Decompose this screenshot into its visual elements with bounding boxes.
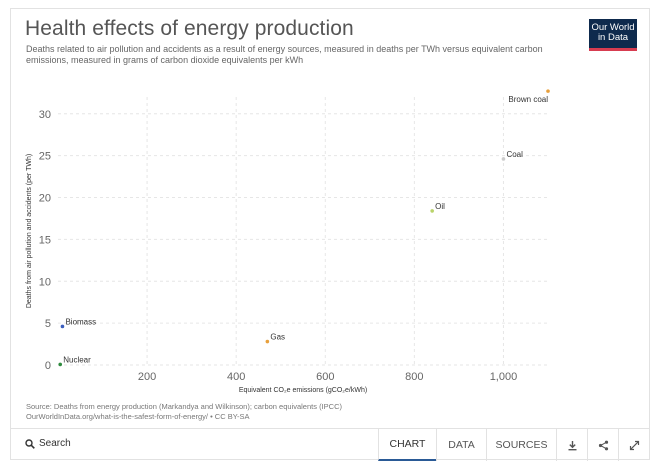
data-point-label: Biomass bbox=[65, 317, 96, 326]
chart-footer: Search CHART DATA SOURCES bbox=[11, 428, 649, 461]
data-point-label: Oil bbox=[435, 202, 445, 211]
y-tick-label: 10 bbox=[39, 276, 51, 288]
x-tick-label: 400 bbox=[227, 371, 245, 383]
source-note: Source: Deaths from energy production (M… bbox=[26, 402, 486, 422]
tab-sources[interactable]: SOURCES bbox=[486, 429, 556, 461]
data-point-label: Nuclear bbox=[63, 355, 91, 364]
x-tick-label: 800 bbox=[405, 371, 423, 383]
expand-icon bbox=[629, 440, 639, 450]
download-icon bbox=[568, 440, 576, 450]
search-button[interactable]: Search bbox=[25, 438, 71, 449]
download-button[interactable] bbox=[556, 429, 587, 461]
data-point bbox=[265, 339, 270, 344]
tab-chart[interactable]: CHART bbox=[378, 429, 436, 461]
data-point bbox=[60, 324, 65, 329]
y-tick-label: 5 bbox=[45, 318, 51, 330]
x-tick-label: 200 bbox=[138, 371, 156, 383]
data-point bbox=[501, 157, 506, 161]
data-point bbox=[430, 209, 434, 213]
search-icon bbox=[25, 438, 35, 449]
tab-data[interactable]: DATA bbox=[436, 429, 486, 461]
logo-line-1: Our World bbox=[591, 22, 635, 33]
footer-tabs: CHART DATA SOURCES bbox=[378, 429, 649, 461]
x-tick-label: 600 bbox=[316, 371, 334, 383]
search-label: Search bbox=[39, 438, 71, 449]
x-tick-label: 1,000 bbox=[490, 371, 518, 383]
data-point-label: Gas bbox=[270, 333, 285, 342]
y-axis-label: Deaths from air pollution and accidents … bbox=[26, 154, 33, 308]
chart-subtitle: Deaths related to air pollution and acci… bbox=[26, 44, 543, 65]
y-tick-label: 25 bbox=[39, 151, 51, 163]
data-point-label: Brown coal bbox=[508, 95, 548, 104]
y-tick-label: 0 bbox=[45, 360, 51, 372]
logo-line-2: in Data bbox=[597, 32, 629, 43]
share-icon bbox=[598, 440, 608, 450]
data-point-label: Coal bbox=[506, 150, 523, 159]
data-point bbox=[58, 362, 63, 367]
share-button[interactable] bbox=[587, 429, 618, 461]
chart-frame: Health effects of energy production Deat… bbox=[10, 8, 650, 461]
chart-title: Health effects of energy production bbox=[25, 17, 354, 40]
source-line-2[interactable]: OurWorldInData.org/what-is-the-safest-fo… bbox=[26, 412, 250, 421]
x-axis-label: Equivalent CO₂e emissions (gCO₂e/kWh) bbox=[239, 387, 367, 394]
owid-logo[interactable]: Our World in Data bbox=[589, 19, 637, 51]
expand-button[interactable] bbox=[618, 429, 649, 461]
y-tick-label: 20 bbox=[39, 193, 51, 205]
source-line-1: Source: Deaths from energy production (M… bbox=[26, 402, 342, 411]
scatter-chart: 0 5 10 15 20 25 30 200 400 600 800 1,000 Equivalent … bbox=[26, 89, 550, 394]
data-point bbox=[546, 89, 550, 93]
y-tick-label: 30 bbox=[39, 109, 51, 121]
y-tick-label: 15 bbox=[39, 234, 51, 246]
